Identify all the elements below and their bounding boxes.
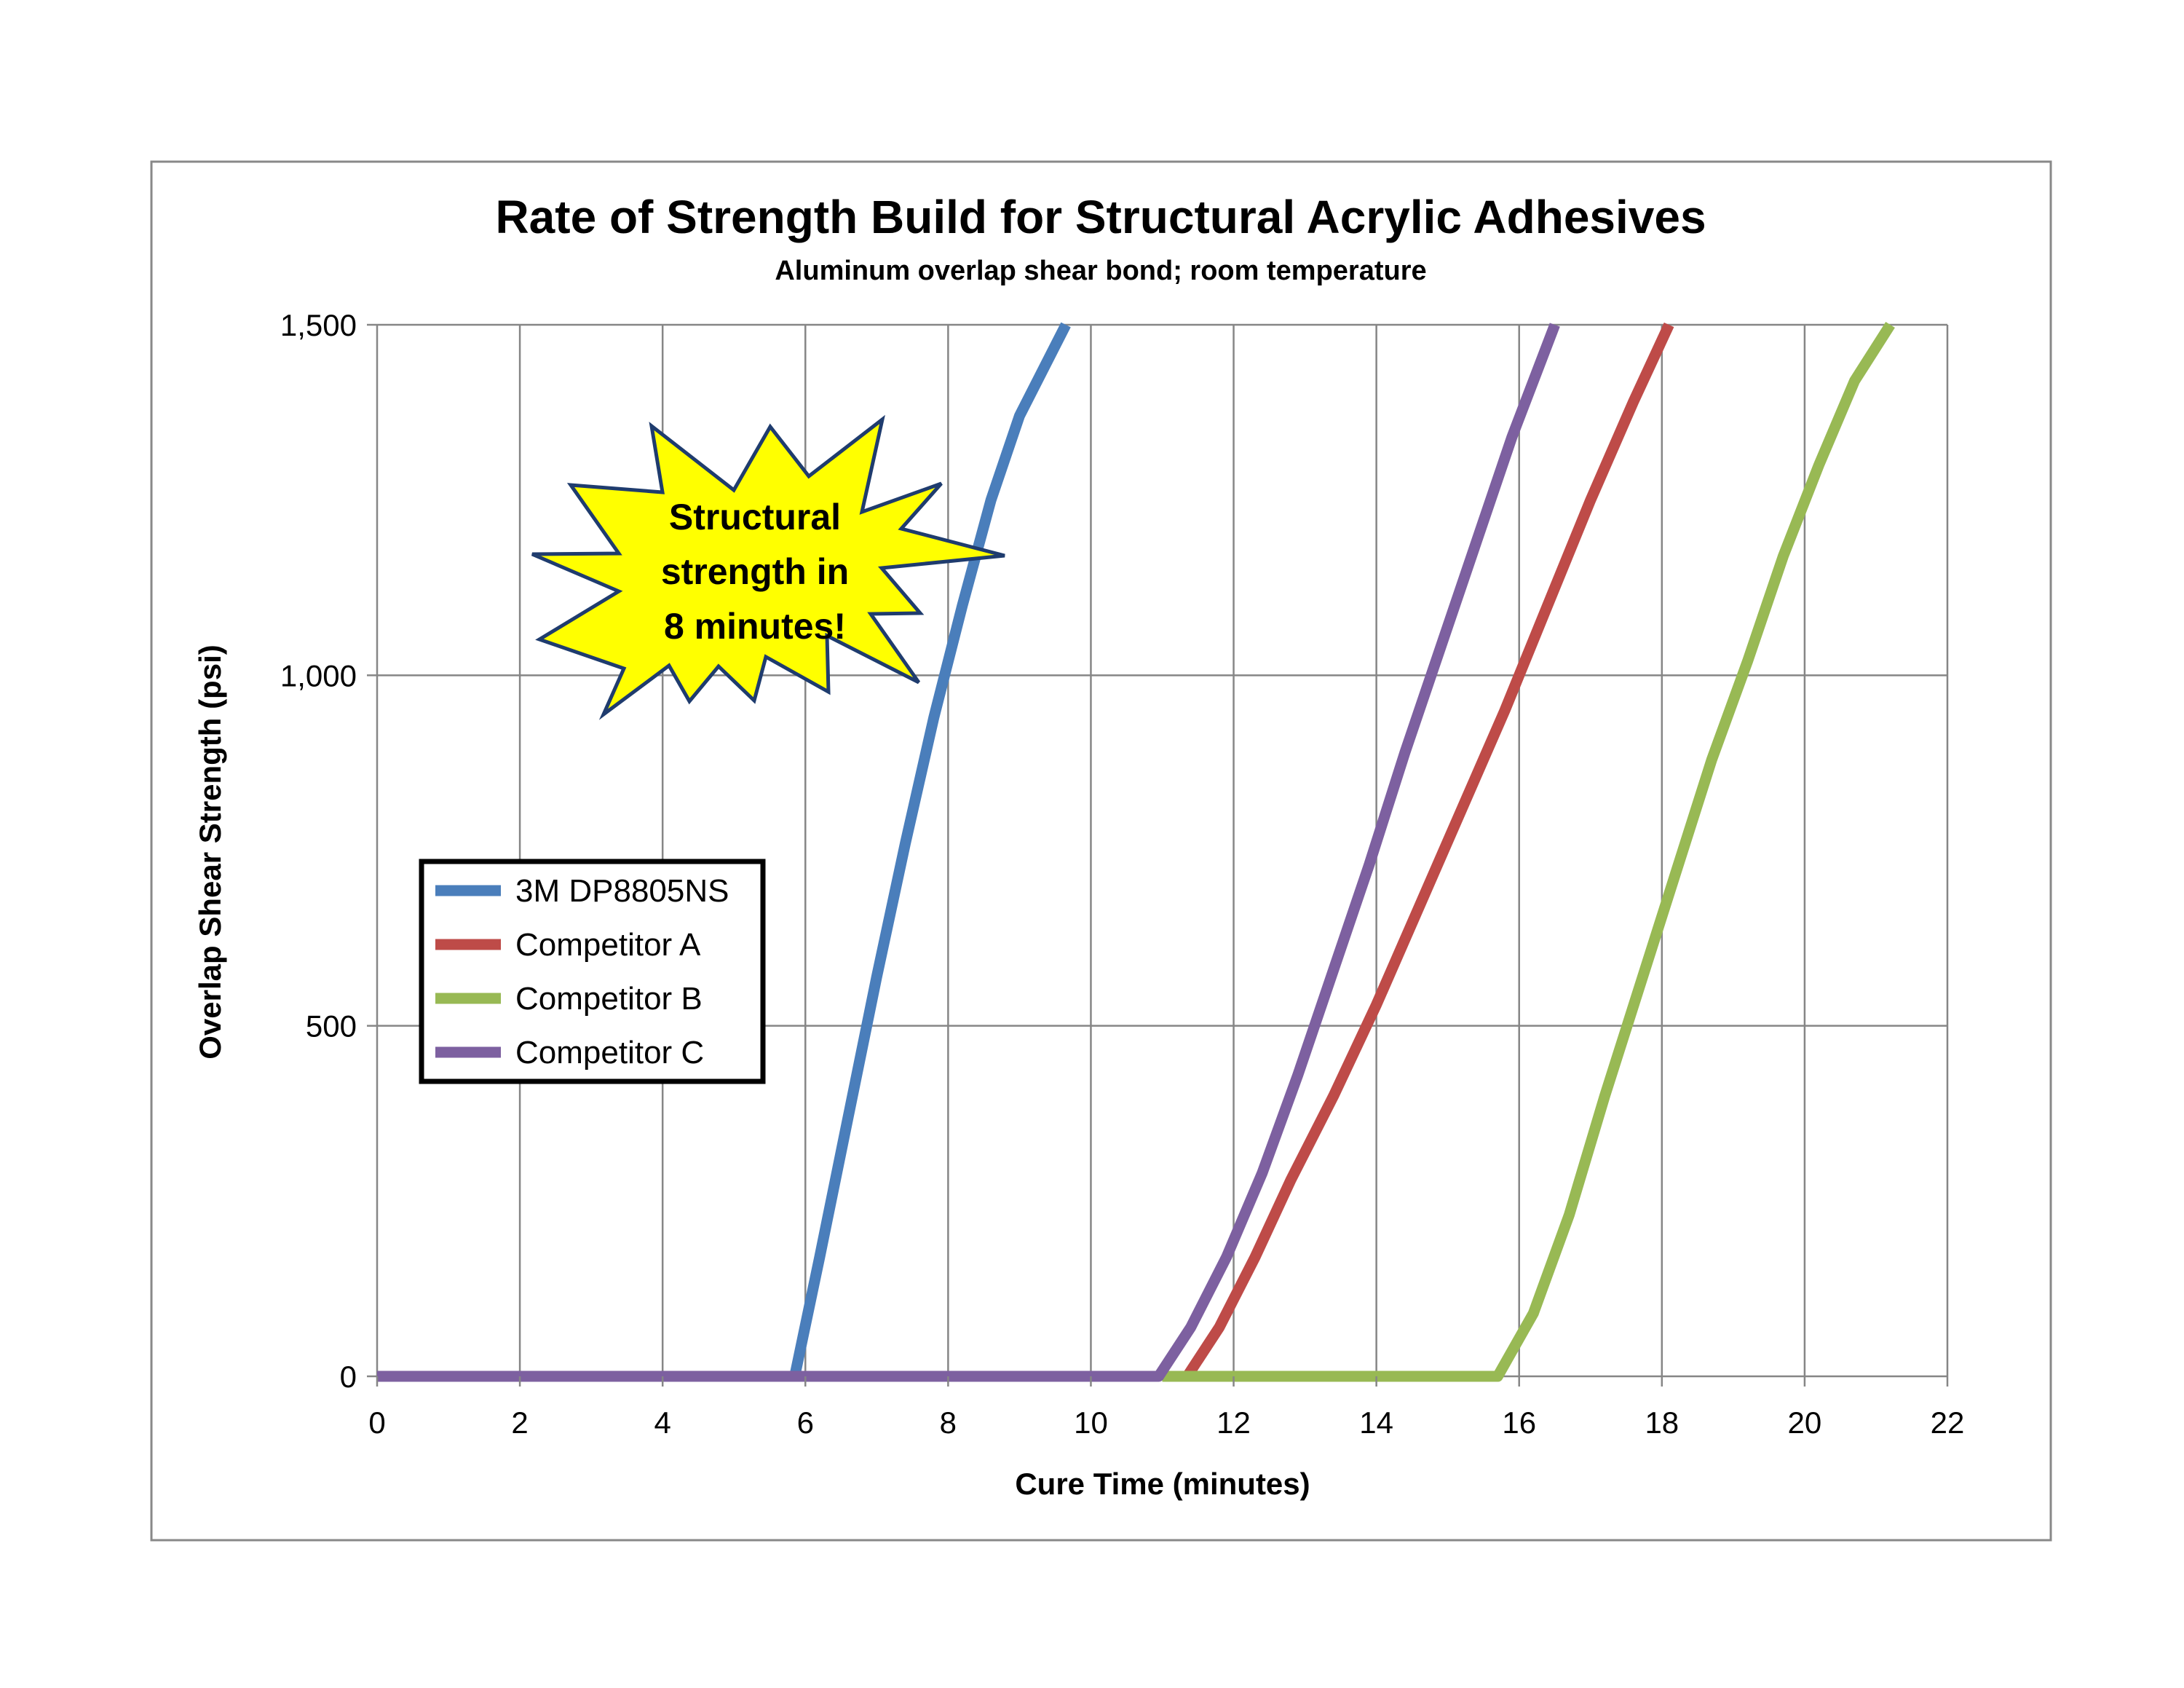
x-tick-label-2: 4: [654, 1405, 671, 1440]
annotation-starburst: Structural strength in 8 minutes!: [531, 414, 1005, 720]
legend-label-3: Competitor C: [515, 1035, 704, 1070]
x-tick-label-5: 10: [1074, 1405, 1108, 1440]
x-axis-label: Cure Time (minutes): [1015, 1467, 1310, 1501]
y-tick-label-0: 0: [340, 1360, 357, 1394]
legend-label-0: 3M DP8805NS: [515, 873, 729, 909]
y-tick-label-3: 1,500: [280, 308, 357, 342]
legend-label-1: Competitor A: [515, 927, 701, 963]
series-line-3: [377, 323, 1560, 1382]
x-tick-label-8: 16: [1502, 1405, 1536, 1440]
chart-subtitle: Aluminum overlap shear bond; room temper…: [775, 256, 1426, 286]
series-line-1: [1182, 322, 1674, 1380]
chart-frame: [150, 160, 2052, 1542]
x-tick-label-0: 0: [368, 1405, 385, 1440]
x-tick-label-7: 14: [1359, 1405, 1393, 1440]
x-tick-label-9: 18: [1645, 1405, 1679, 1440]
annotation-line-3: 8 minutes!: [664, 606, 846, 647]
y-tick-label-2: 1,000: [280, 658, 357, 693]
starburst-shape: [531, 414, 1005, 720]
legend-box: [419, 859, 766, 1084]
chart-title: Rate of Strength Build for Structural Ac…: [495, 191, 1706, 243]
legend: 3M DP8805NS Competitor A Competitor B Compe…: [419, 859, 766, 1084]
annotation-line-2: strength in: [661, 551, 849, 592]
x-tick-label-1: 2: [511, 1405, 528, 1440]
x-tick-label-6: 12: [1216, 1405, 1251, 1440]
x-axis: 0 2 4 6 8 10 12 14 16 18 20 22: [368, 1376, 1964, 1440]
annotation-line-1: Structural: [669, 497, 841, 537]
series-lines: [377, 321, 1895, 1382]
x-tick-label-3: 6: [797, 1405, 814, 1440]
x-tick-label-4: 8: [940, 1405, 957, 1440]
x-tick-label-10: 20: [1788, 1405, 1822, 1440]
x-tick-label-11: 22: [1931, 1405, 1965, 1440]
series-line-2: [1162, 321, 1895, 1382]
series-line-0: [377, 322, 1071, 1382]
y-axis-label: Overlap Shear Strength (psi): [193, 644, 227, 1059]
legend-label-2: Competitor B: [515, 981, 703, 1017]
y-axis: 0 500 1,000 1,500: [280, 308, 377, 1394]
y-tick-label-1: 500: [306, 1009, 357, 1044]
